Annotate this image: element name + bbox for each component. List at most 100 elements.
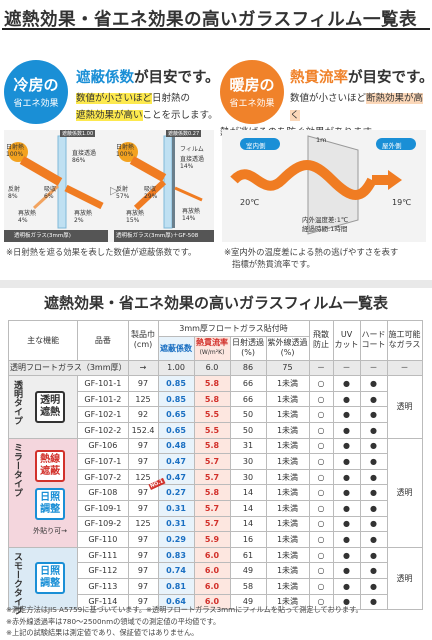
shatter-mark-text: ○ bbox=[317, 456, 325, 466]
product-width: 152.4 bbox=[127, 421, 159, 439]
th-function: 主な機能 bbox=[7, 320, 79, 361]
page-title: 遮熱効果・省エネ効果の高いガラスフィルム一覧表 bbox=[4, 10, 417, 30]
table-row: GF-108 97 0.27 NO.1 5.8 14 1未満 ○ ● ● bbox=[9, 478, 423, 501]
product-id-text: GF-107-2 bbox=[84, 472, 122, 482]
uvcut-mark-text: ● bbox=[343, 456, 350, 466]
shatter-mark: ○ bbox=[308, 468, 334, 486]
product-width: 97 bbox=[127, 546, 159, 564]
reference-row: 透明フロートガラス（3mm厚） → 1.00 6.0 86 75 － － － － bbox=[8, 359, 423, 377]
shading-value-text: 0.81 bbox=[166, 581, 186, 591]
outer-note: 外貼り可→ bbox=[33, 526, 68, 535]
left-absorb: 吸収 6% bbox=[44, 186, 57, 200]
product-width-text: 97 bbox=[137, 378, 149, 388]
hardcoat-mark: ● bbox=[359, 515, 388, 533]
solar-value-text: 14 bbox=[242, 519, 254, 529]
uvcut-mark: ● bbox=[332, 546, 361, 564]
th-solar-unit: (%) bbox=[241, 348, 255, 358]
shading-value-text: 0.27 bbox=[166, 488, 186, 498]
solar-value-text: 61 bbox=[242, 550, 254, 560]
solar-value-text: 30 bbox=[242, 456, 254, 466]
heating-badge-sub: 省エネ効果 bbox=[229, 99, 275, 109]
uvcut-mark: ● bbox=[332, 421, 361, 439]
hardcoat-mark: ● bbox=[359, 499, 388, 517]
solar-value-text: 66 bbox=[242, 394, 254, 404]
footnote-1: ※測定方法はJIS A5759に基づいています。※透明フロートガラス3mmにフィ… bbox=[6, 605, 363, 614]
uvcut-mark: ● bbox=[332, 453, 361, 470]
shading-value-text: 0.47 bbox=[166, 472, 186, 482]
product-id: GF-107-2 bbox=[77, 468, 129, 486]
th-group: 3mm厚フロートガラス貼付時 bbox=[157, 320, 310, 337]
product-width-text: 97 bbox=[137, 566, 149, 576]
function-tag: 日照調整 bbox=[35, 562, 66, 595]
table-row: GF-109-1 97 0.31 5.7 14 1未満 ○ ● ● bbox=[9, 499, 423, 517]
hardcoat-mark: ● bbox=[359, 390, 388, 408]
shading-value-text: 0.85 bbox=[166, 378, 186, 388]
heating-diagram bbox=[222, 130, 426, 242]
title-rule bbox=[2, 28, 430, 30]
heating-heading: 熱貫流率が目安です。 bbox=[290, 66, 432, 87]
solar-value: 31 bbox=[229, 437, 267, 455]
hardcoat-mark: ● bbox=[359, 546, 388, 564]
hardcoat-mark-text: ● bbox=[370, 394, 377, 404]
solar-value-text: 49 bbox=[242, 566, 254, 576]
product-id: GF-114 bbox=[77, 593, 129, 611]
shatter-mark: ○ bbox=[308, 484, 334, 501]
solar-value-text: 49 bbox=[242, 597, 254, 607]
shading-value: 0.64 bbox=[157, 593, 195, 611]
uvcut-mark: ● bbox=[332, 562, 361, 579]
u-value: 5.7 bbox=[193, 468, 231, 486]
hardcoat-mark: ● bbox=[359, 421, 388, 439]
u-value: 6.0 bbox=[193, 593, 231, 611]
shatter-mark: ○ bbox=[308, 437, 334, 455]
solar-value-text: 66 bbox=[242, 378, 254, 388]
u-value-text: 5.5 bbox=[204, 410, 220, 420]
hardcoat-mark-text: ● bbox=[370, 378, 377, 388]
solar-value-text: 50 bbox=[242, 425, 254, 435]
table-row: GF-102-1 92 0.65 5.5 50 1未満 ○ ● ● bbox=[9, 406, 423, 423]
shading-value-text: 0.47 bbox=[166, 456, 186, 466]
glass-type-cell: 透明 bbox=[386, 546, 423, 611]
solar-value: 50 bbox=[229, 406, 267, 423]
product-width: 125 bbox=[127, 390, 159, 408]
product-id: GF-101-1 bbox=[77, 375, 129, 392]
uvcut-mark-text: ● bbox=[343, 394, 350, 404]
table-row: GF-114 97 0.64 6.0 49 1未満 ○ ● ● bbox=[9, 593, 423, 611]
u-value: 5.5 bbox=[193, 406, 231, 423]
glass-type-cell: 透明 bbox=[386, 375, 423, 439]
temp-diff: 内外温度差:1℃ 経過時間:1時間 bbox=[302, 216, 348, 234]
solar-value: 16 bbox=[229, 531, 267, 548]
u-value: 5.8 bbox=[193, 437, 231, 455]
shatter-mark-text: ○ bbox=[317, 503, 325, 513]
shatter-mark-text: ○ bbox=[317, 441, 325, 451]
product-id-text: GF-113 bbox=[88, 581, 118, 591]
uv-value-text: 1未満 bbox=[276, 519, 299, 529]
product-id-text: GF-102-1 bbox=[84, 410, 122, 420]
heating-badge: 暖房の 省エネ効果 bbox=[220, 60, 284, 124]
shatter-mark-text: ○ bbox=[317, 519, 325, 529]
ref-uvalue: 6.0 bbox=[193, 359, 231, 377]
shatter-mark-text: ○ bbox=[317, 534, 325, 544]
product-width: 97 bbox=[127, 499, 159, 517]
shatter-mark: ○ bbox=[308, 421, 334, 439]
product-id-text: GF-101-2 bbox=[84, 394, 122, 404]
shading-value: 0.65 bbox=[157, 406, 195, 423]
left-caption: 透明板ガラス(3mm厚) bbox=[14, 233, 71, 239]
solar-value-text: 58 bbox=[242, 581, 254, 591]
th-glass: 施工可能 なガラス bbox=[386, 320, 423, 361]
u-value: 5.7 bbox=[193, 515, 231, 533]
product-width: 97 bbox=[127, 577, 159, 595]
uvcut-mark: ● bbox=[332, 593, 361, 611]
shading-value: 0.29 bbox=[157, 531, 195, 548]
product-id-text: GF-106 bbox=[88, 441, 118, 451]
group-cell: 透明タイプ 透明遮熱 bbox=[7, 375, 79, 439]
ref-solar: 86 bbox=[229, 359, 267, 377]
product-width-text: 97 bbox=[137, 488, 149, 498]
ref-shading: 1.00 bbox=[157, 359, 195, 377]
hardcoat-mark: ● bbox=[359, 484, 388, 501]
u-value: 5.8 bbox=[193, 390, 231, 408]
cooling-badge-title: 冷房の bbox=[13, 76, 59, 94]
uv-value: 1未満 bbox=[265, 484, 310, 501]
product-id-text: GF-109-2 bbox=[84, 519, 122, 529]
shatter-mark: ○ bbox=[308, 546, 334, 564]
hardcoat-mark: ● bbox=[359, 406, 388, 423]
